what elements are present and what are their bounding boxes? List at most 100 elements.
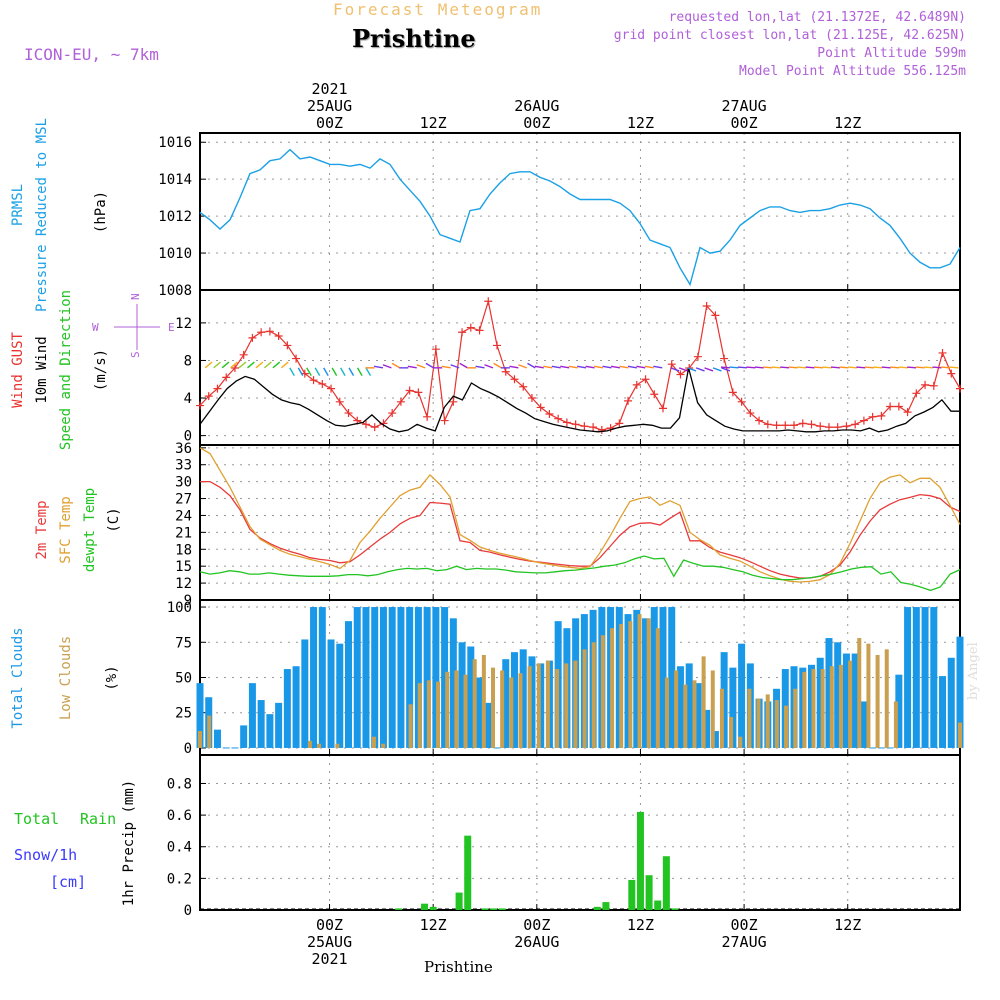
gust-marker (327, 384, 336, 393)
temp-label-2m: 2m Temp (34, 500, 50, 559)
bottom-time-label: 2021 (311, 950, 347, 968)
gust-marker (493, 341, 502, 350)
gust-marker (196, 401, 204, 410)
low-clouds-bar (436, 681, 441, 748)
gust-marker (667, 360, 676, 369)
low-clouds-bar (747, 688, 752, 748)
low-clouds-bar (838, 664, 843, 748)
wind-direction-arrow (721, 367, 731, 372)
y-tick-label: 100 (167, 600, 192, 616)
gust-marker (938, 348, 947, 357)
low-clouds-bar (335, 743, 340, 748)
total-clouds-bar (860, 701, 868, 748)
gust-marker (589, 423, 598, 432)
total-clouds-bar (851, 653, 859, 748)
total-clouds-bar (275, 702, 283, 748)
total-clouds-bar (449, 618, 457, 748)
wind-direction-arrow (297, 367, 304, 376)
low-clouds-bar (719, 688, 724, 748)
pressure-label-long: Pressure Reduced to MSL (34, 118, 50, 312)
gust-marker (230, 363, 239, 372)
wind-direction-arrow (382, 364, 392, 369)
gust-marker (283, 341, 292, 350)
total-clouds-bar (676, 666, 684, 748)
low-clouds-bar (564, 663, 569, 748)
clouds-label-total: Total Clouds (10, 627, 26, 728)
gust-marker (309, 376, 318, 385)
temp-2m-line (200, 480, 961, 579)
top-time-label: 12Z (834, 114, 861, 132)
y-tick-label: 1014 (158, 172, 192, 188)
total-clouds-bar (711, 731, 719, 748)
bottom-time-label: 12Z (420, 916, 447, 934)
total-clouds-bar (388, 607, 396, 748)
gust-marker (265, 327, 274, 336)
compass-south: S (129, 351, 142, 358)
wind-direction-arrow (746, 366, 756, 369)
gust-marker (755, 416, 764, 425)
wind-direction-arrow (788, 366, 798, 369)
gust-marker (239, 350, 248, 359)
gust-marker (894, 402, 903, 411)
wind-direction-arrow (856, 366, 866, 369)
wind-direction-arrow (230, 361, 238, 369)
top-time-label: 12Z (627, 114, 654, 132)
total-clouds-bar (510, 652, 518, 748)
model-altitude: Model Point Altitude 556.125m (739, 64, 966, 79)
gust-marker (501, 367, 510, 376)
y-tick-label: 50 (175, 671, 192, 687)
low-clouds-bar (829, 666, 834, 748)
low-clouds-bar (371, 736, 376, 748)
gust-marker (851, 420, 860, 429)
gust-marker (737, 397, 746, 406)
bottom-time-label: 12Z (834, 916, 861, 934)
total-clouds-bar (930, 607, 938, 748)
y-tick-label: 0 (184, 429, 192, 445)
wind-direction-arrow (780, 366, 790, 369)
gust-marker (318, 379, 327, 388)
precip-label-snow: Snow/1h (14, 846, 77, 864)
low-clouds-bar (500, 670, 505, 748)
wind-direction-arrow (441, 365, 451, 369)
gust-marker (728, 388, 737, 397)
low-clouds-bar (317, 743, 322, 748)
gust-marker (274, 332, 283, 341)
bottom-time-label: 25AUG (307, 933, 352, 951)
total-clouds-bar (310, 607, 318, 748)
total-clouds-bar (720, 652, 728, 748)
wind-direction-arrow (391, 362, 401, 369)
gust-line (199, 301, 961, 431)
gust-marker (527, 394, 536, 403)
wind-direction-arrow (890, 366, 900, 369)
low-clouds-bar (628, 621, 633, 748)
gust-marker (816, 422, 825, 431)
bottom-time-label: 00Z (731, 916, 758, 934)
total-clouds-bar (912, 607, 920, 748)
rain-bar (654, 900, 662, 910)
clouds-unit: (%) (104, 665, 120, 690)
rain-bar (429, 906, 437, 910)
low-clouds-bar (463, 674, 468, 748)
rain-bar (455, 892, 463, 910)
gust-marker (519, 382, 528, 391)
wind-direction-arrow (527, 362, 536, 369)
y-tick-label: 12 (175, 316, 192, 332)
gust-marker (746, 409, 755, 418)
wind-direction-arrow (450, 364, 460, 369)
gust-marker (921, 380, 930, 389)
wind-direction-arrow (213, 361, 221, 369)
gust-marker (658, 404, 667, 413)
total-clouds-bar (904, 607, 912, 748)
y-tick-label: 1012 (158, 209, 192, 225)
low-clouds-bar (207, 715, 212, 748)
total-clouds-bar (659, 607, 667, 748)
low-clouds-bar (674, 670, 679, 748)
wind-direction-arrow (737, 366, 747, 369)
wind-direction-arrow (280, 361, 289, 369)
gust-marker (824, 423, 833, 432)
gust-marker (580, 422, 589, 431)
total-clouds-bar (301, 639, 309, 748)
temp-sfc-line (199, 447, 961, 583)
gust-marker (405, 386, 414, 395)
